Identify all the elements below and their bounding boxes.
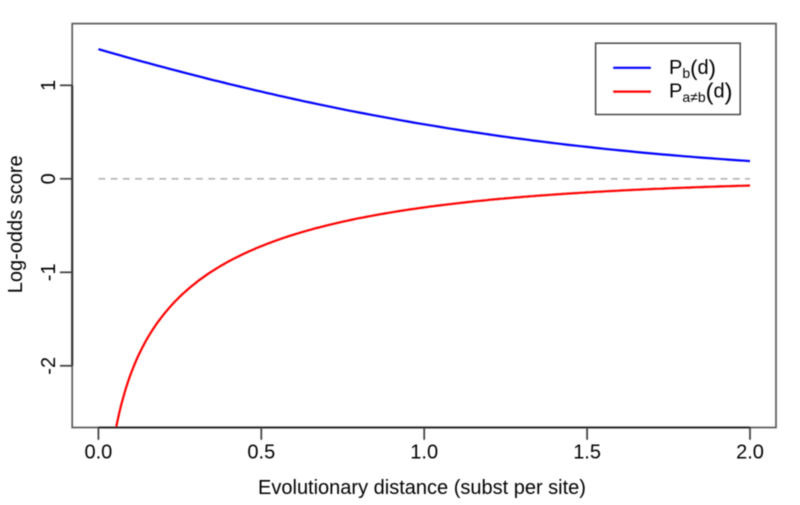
svg-text:Pb​(d): Pb​(d) <box>669 55 716 81</box>
svg-text:Log-odds score: Log-odds score <box>5 155 27 293</box>
svg-text:1: 1 <box>38 80 60 91</box>
svg-text:0: 0 <box>38 173 60 184</box>
svg-text:2.0: 2.0 <box>736 442 764 464</box>
svg-text:1.5: 1.5 <box>573 442 601 464</box>
svg-text:0.5: 0.5 <box>247 442 275 464</box>
svg-text:-2: -2 <box>38 357 60 375</box>
svg-text:-1: -1 <box>38 263 60 281</box>
svg-text:1.0: 1.0 <box>410 442 438 464</box>
svg-text:0.0: 0.0 <box>84 442 112 464</box>
svg-text:Evolutionary distance (subst p: Evolutionary distance (subst per site) <box>258 477 586 499</box>
